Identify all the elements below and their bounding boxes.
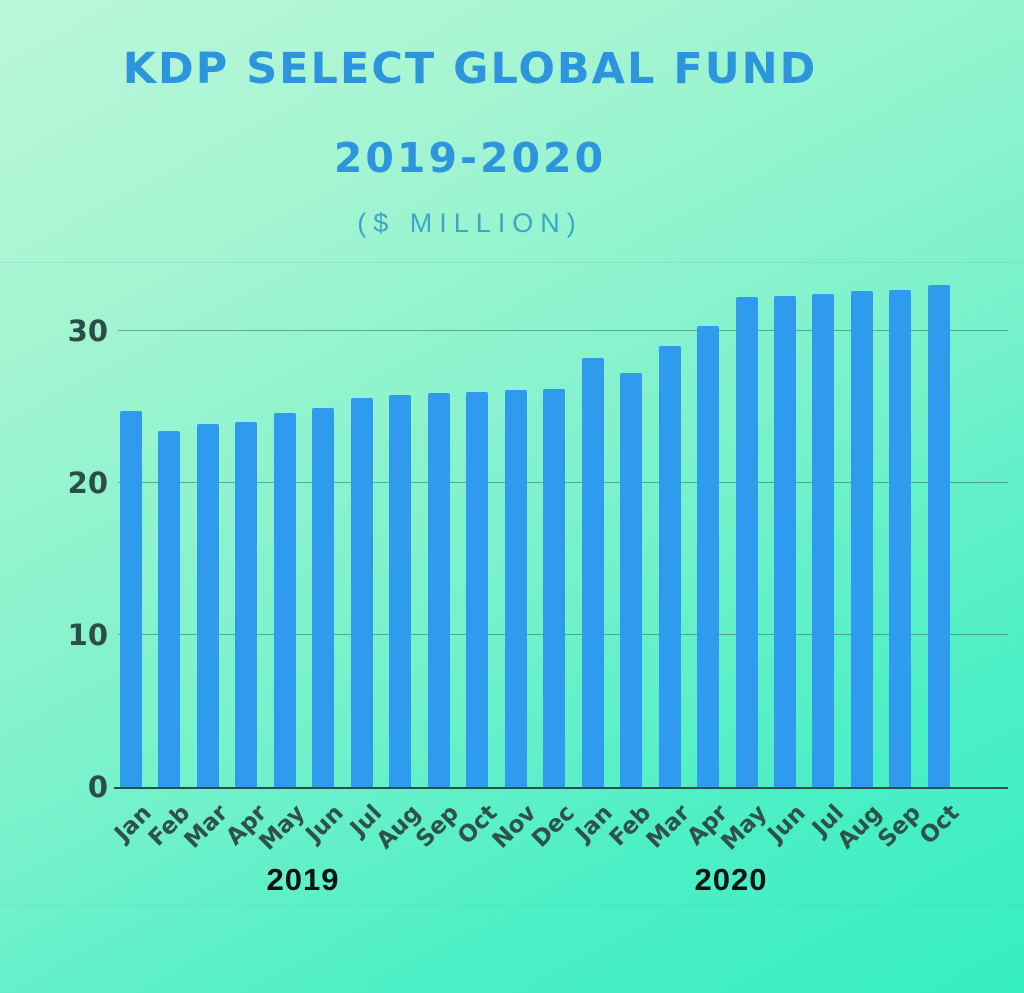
bar-jan-2019 [120, 411, 142, 787]
x-label-slot: Feb [605, 790, 657, 870]
bar-apr-2019 [235, 422, 258, 787]
year-label-2019: 2019 [266, 862, 340, 897]
x-label-slot: Oct [453, 790, 503, 870]
y-tick-20: 20 [67, 465, 108, 500]
bar-sep-2019 [427, 393, 450, 787]
bar-mar-2020 [658, 346, 681, 787]
x-label-slot: Jan [571, 790, 618, 870]
plot-area [114, 270, 1008, 789]
bar-oct-2019 [466, 391, 489, 787]
month-label-feb-2020: Feb [604, 800, 657, 852]
y-axis-labels: 0 10 20 30 [56, 270, 108, 802]
gridline-30 [118, 329, 1008, 331]
background-seam [0, 262, 1024, 263]
month-label-jan-2019: Jan [109, 800, 157, 847]
y-tick-30: 30 [67, 313, 108, 348]
bar-feb-2019 [158, 431, 181, 787]
bar-may-2019 [273, 412, 296, 787]
x-label-slot: Apr [221, 790, 272, 870]
x-label-slot: Jul [807, 790, 849, 870]
x-label-slot: Oct [915, 790, 965, 870]
bar-oct-2020 [927, 285, 950, 787]
x-axis-labels: Jan Feb Mar Apr May Jun Jul Aug Sep Oct Nov Dec Jan F… [109, 790, 965, 870]
x-label-slot: Sep [873, 790, 926, 870]
bar-aug-2020 [850, 291, 873, 787]
x-label-slot: Sep [411, 790, 464, 870]
x-label-slot: Feb [143, 790, 195, 870]
month-label-oct-2020: Oct [914, 800, 965, 850]
bar-jul-2020 [812, 294, 835, 787]
chart-title: KDP SELECT GLOBAL FUND [122, 44, 818, 94]
x-label-slot: Jan [109, 790, 156, 870]
y-tick-10: 10 [67, 617, 108, 652]
bar-sep-2020 [889, 289, 912, 787]
x-label-slot: Mar [641, 790, 695, 870]
x-label-slot: May [716, 790, 772, 870]
x-label-slot: Jul [346, 790, 388, 870]
bar-dec-2019 [543, 388, 566, 787]
y-tick-0: 0 [87, 770, 108, 804]
x-label-slot: Dec [527, 790, 580, 870]
x-label-slot: May [255, 790, 311, 870]
month-label-jun-2020: Jun [762, 800, 811, 848]
bars-container [120, 270, 950, 787]
year-label-2020: 2020 [694, 862, 768, 897]
month-label-jun-2019: Jun [301, 800, 349, 848]
bar-jun-2020 [773, 295, 796, 787]
bar-feb-2020 [620, 373, 643, 787]
bar-jan-2020 [581, 358, 604, 787]
bar-jun-2019 [312, 408, 335, 787]
x-axis-line [114, 787, 1008, 789]
x-label-slot: Apr [683, 790, 734, 870]
x-label-slot: Aug [833, 790, 887, 870]
bar-may-2020 [735, 297, 758, 787]
chart-subtitle: 2019-2020 [333, 134, 607, 182]
bar-apr-2020 [697, 326, 720, 787]
x-label-slot: Nov [487, 790, 541, 870]
background-seam [0, 905, 1024, 906]
bar-jul-2019 [350, 397, 373, 787]
chart-units-label: ($ MILLION) [357, 208, 583, 238]
x-label-slot: Mar [180, 790, 234, 870]
bar-nov-2019 [504, 390, 527, 787]
x-label-slot: Jun [763, 790, 811, 870]
bar-mar-2019 [196, 423, 219, 787]
x-label-slot: Aug [371, 790, 425, 870]
bar-aug-2019 [389, 394, 412, 787]
x-label-slot: Jun [301, 790, 349, 870]
